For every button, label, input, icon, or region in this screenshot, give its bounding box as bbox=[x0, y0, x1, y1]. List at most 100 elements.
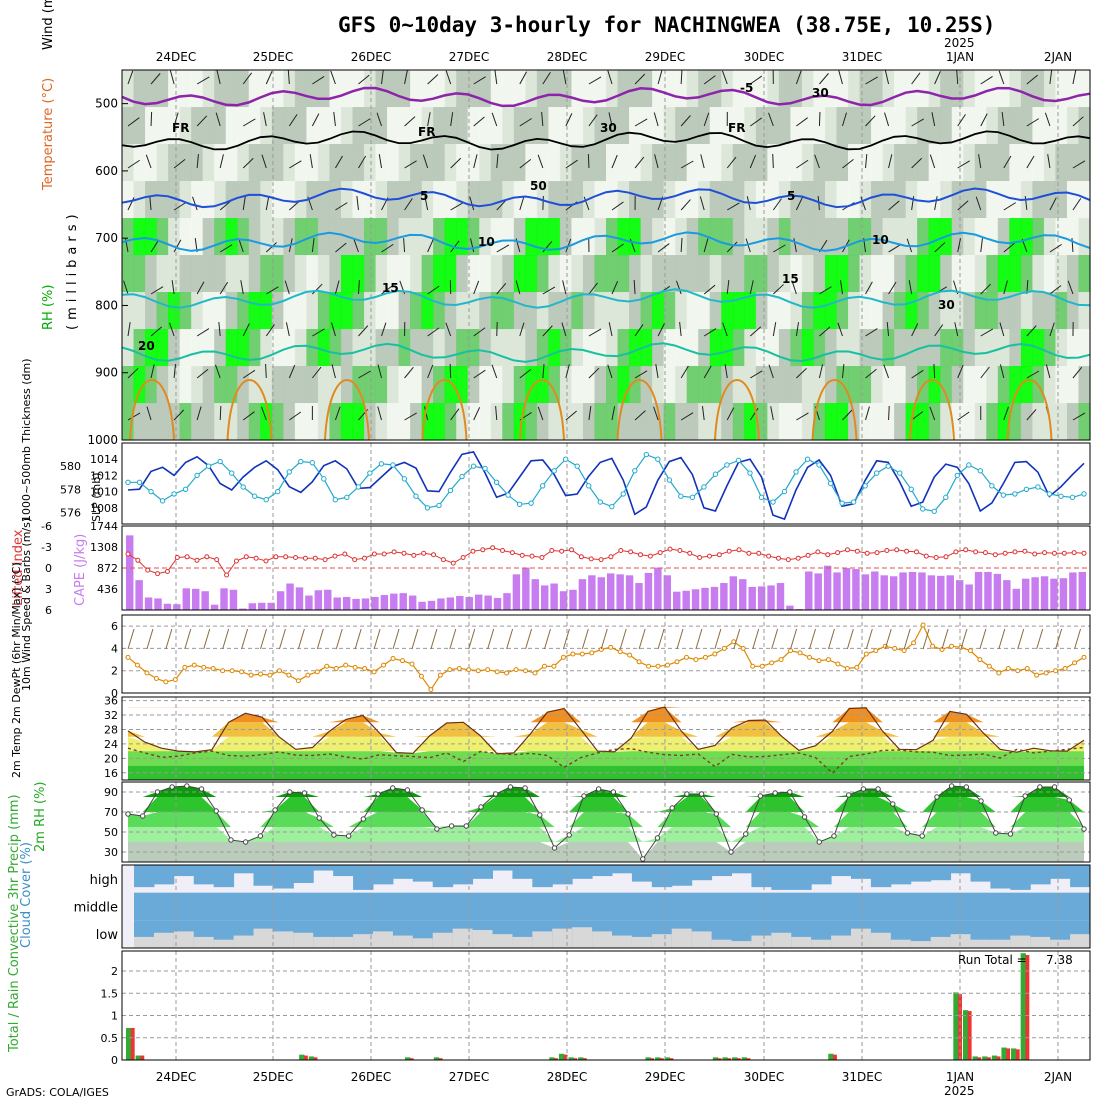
rh-cell bbox=[559, 70, 573, 108]
y-tick-label: 0 bbox=[111, 1054, 118, 1067]
wind-barb bbox=[957, 200, 969, 211]
rh-cell bbox=[813, 292, 826, 330]
rh-cell bbox=[513, 255, 526, 293]
surface-wind-barb bbox=[543, 628, 551, 650]
y-tick-label: 16 bbox=[104, 767, 118, 780]
rh-cell bbox=[525, 329, 538, 367]
wind-barb bbox=[377, 406, 383, 421]
rh-cell bbox=[1043, 329, 1057, 367]
rh-cell bbox=[1078, 107, 1091, 145]
rh-cell bbox=[790, 292, 803, 330]
wind-speed-point bbox=[948, 643, 954, 649]
precip-total-bar bbox=[732, 1057, 738, 1060]
y-tick-label: 1308 bbox=[90, 541, 118, 554]
wind-barb bbox=[127, 412, 141, 421]
rh-cell bbox=[778, 366, 791, 404]
wind-barb bbox=[865, 115, 876, 127]
wind-barb bbox=[1045, 364, 1051, 379]
rh-cell bbox=[502, 107, 515, 145]
cape-bar bbox=[814, 573, 822, 610]
wind-barb bbox=[749, 117, 763, 127]
rh-cell bbox=[513, 70, 526, 108]
rh-cell bbox=[490, 329, 503, 367]
wind-barb bbox=[633, 279, 636, 295]
rh-cell bbox=[283, 70, 296, 108]
wind-speed-point bbox=[560, 654, 566, 660]
wind-barb bbox=[450, 408, 460, 421]
wind-barb bbox=[265, 196, 270, 211]
lifted-index-point bbox=[480, 547, 486, 553]
lifted-index-point bbox=[293, 555, 299, 560]
wind-speed-point bbox=[381, 662, 387, 668]
surface-wind-barb bbox=[411, 628, 419, 650]
precip-total-bar bbox=[135, 1055, 141, 1060]
cape-bar bbox=[880, 575, 888, 610]
surface-wind-barb bbox=[468, 628, 476, 650]
lifted-index-point bbox=[263, 558, 269, 564]
rh-point bbox=[654, 835, 661, 841]
wind-speed-point bbox=[144, 670, 150, 676]
rh-cell bbox=[848, 70, 861, 108]
rh-cell bbox=[871, 366, 884, 404]
thickness-point bbox=[136, 479, 143, 486]
lifted-index-line bbox=[127, 547, 1085, 576]
rh-cell bbox=[629, 144, 642, 182]
low-cloud-bar bbox=[432, 932, 454, 948]
rh-cell bbox=[237, 366, 250, 404]
rh-cell bbox=[237, 403, 250, 441]
rh-cell bbox=[225, 329, 238, 367]
rh-cell bbox=[848, 292, 861, 330]
rh-cell bbox=[963, 218, 976, 256]
thickness-point bbox=[309, 459, 315, 466]
rh-cell bbox=[191, 218, 204, 256]
precip-conv-bar bbox=[1015, 1049, 1020, 1060]
wind-speed-point bbox=[182, 664, 188, 670]
rh-cell bbox=[882, 329, 895, 367]
surface-wind-barb bbox=[127, 628, 135, 650]
rh-cell bbox=[951, 70, 964, 108]
wind-barb bbox=[750, 370, 763, 379]
y-tick-label: 500 bbox=[95, 97, 118, 111]
y-tick-label: 576 bbox=[60, 506, 81, 519]
rh-cell bbox=[467, 144, 480, 182]
rh-cell bbox=[479, 144, 492, 182]
wind-speed-point bbox=[1062, 665, 1068, 671]
high-cloud-bar bbox=[910, 865, 932, 882]
x-tick-bottom-label: 27DEC bbox=[449, 1070, 489, 1084]
rh-cell bbox=[571, 255, 584, 293]
precip-conv-bar bbox=[659, 1058, 664, 1060]
wind-speed-point bbox=[986, 663, 992, 669]
y-tick-label: 36 bbox=[104, 695, 118, 708]
rh-cell bbox=[410, 329, 423, 367]
low-cloud-bar bbox=[751, 935, 772, 948]
wind-barb bbox=[929, 406, 936, 421]
rh-cell bbox=[640, 255, 653, 293]
rh-point bbox=[625, 811, 631, 817]
rh-cell bbox=[663, 366, 676, 404]
thickness-line bbox=[128, 453, 1085, 512]
rh-cell bbox=[502, 218, 515, 256]
rh-cell bbox=[490, 255, 503, 293]
surface-wind-barb bbox=[771, 628, 779, 650]
thickness-point bbox=[943, 494, 949, 501]
wind-barb bbox=[145, 154, 152, 169]
rh-cell bbox=[490, 181, 503, 219]
wind-barb bbox=[865, 76, 878, 85]
low-cloud-bar bbox=[950, 934, 971, 948]
rh-cell bbox=[871, 181, 884, 219]
rh-cell bbox=[340, 329, 354, 367]
wind-barb bbox=[330, 70, 336, 85]
rh-cell bbox=[755, 329, 768, 367]
rh-cell bbox=[606, 366, 619, 404]
rh-cell bbox=[156, 181, 169, 219]
wind-barb bbox=[542, 241, 553, 253]
wind-barb bbox=[980, 283, 991, 295]
lifted-index-point bbox=[766, 553, 772, 559]
rh-cell bbox=[122, 329, 135, 367]
lifted-index-point bbox=[421, 550, 427, 556]
rh-cell bbox=[317, 255, 331, 293]
temperature-line bbox=[127, 706, 1085, 755]
wind-barb bbox=[819, 326, 831, 337]
rh-cell bbox=[225, 292, 238, 330]
surface-wind-barb bbox=[335, 628, 343, 650]
